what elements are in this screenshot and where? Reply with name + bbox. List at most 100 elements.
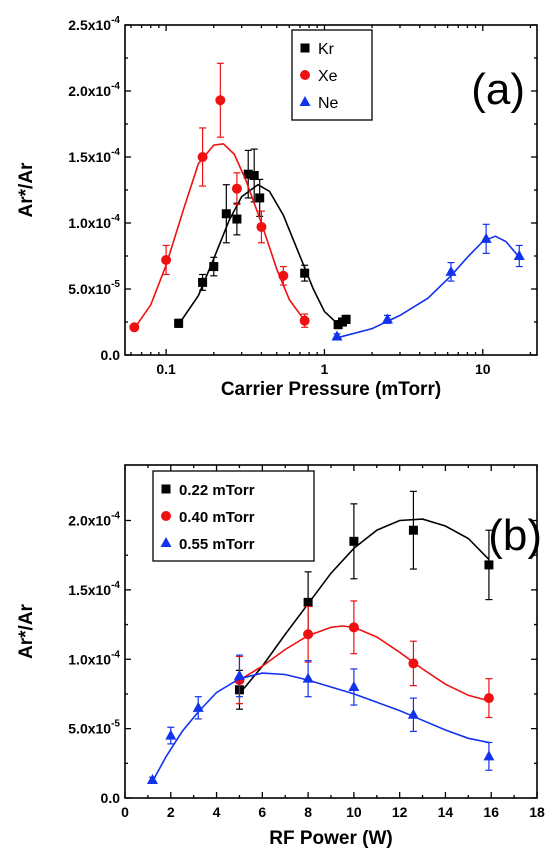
y-tick-label: 2.5x10-4 bbox=[68, 15, 120, 33]
legend-marker bbox=[160, 537, 172, 547]
data-point bbox=[408, 525, 418, 535]
x-tick-label: 14 bbox=[438, 804, 454, 820]
data-point bbox=[483, 750, 495, 761]
data-point bbox=[483, 693, 494, 704]
y-axis-label: Ar*/Ar bbox=[16, 162, 37, 218]
panel-a-chart: 0.1 1 10 0.0 5.0x10-5 1.0x10-4 1.5x10-4 2.0x10-… bbox=[16, 15, 538, 400]
x-axis-label: Carrier Pressure (mTorr) bbox=[221, 379, 441, 400]
data-point bbox=[165, 729, 177, 740]
data-point bbox=[348, 622, 359, 633]
series-xe bbox=[129, 62, 310, 333]
data-point bbox=[300, 268, 310, 278]
legend-label: Ne bbox=[318, 95, 339, 112]
fit-curve bbox=[336, 235, 520, 339]
y-tick-label: 1.5x10-4 bbox=[68, 147, 120, 165]
y-tick-label: 1.0x10-4 bbox=[68, 649, 120, 667]
data-point bbox=[146, 773, 158, 784]
x-tick-label: 1 bbox=[321, 361, 329, 377]
legend-label: 0.22 mTorr bbox=[179, 482, 255, 499]
x-tick-label: 0 bbox=[121, 804, 129, 820]
data-point bbox=[221, 209, 231, 219]
y-tick-label: 1.5x10-4 bbox=[68, 580, 120, 598]
panel-label: (b) bbox=[488, 511, 542, 560]
data-point bbox=[484, 560, 494, 570]
y-axis-label: Ar*/Ar bbox=[16, 603, 37, 659]
data-point bbox=[192, 701, 204, 712]
x-axis-label: RF Power (W) bbox=[269, 828, 393, 849]
x-tick-label: 4 bbox=[213, 804, 221, 820]
y-tick-label: 5.0x10-5 bbox=[68, 719, 120, 737]
series-kr bbox=[174, 148, 351, 330]
legend-label: 0.40 mTorr bbox=[179, 509, 255, 526]
data-point bbox=[243, 169, 253, 179]
fit-curve bbox=[238, 518, 490, 695]
legend: Kr Xe Ne bbox=[291, 29, 373, 121]
data-point bbox=[232, 214, 242, 224]
data-point bbox=[299, 315, 310, 326]
x-tick-label: 10 bbox=[475, 361, 491, 377]
x-tick-label: 12 bbox=[392, 804, 408, 820]
x-tick-label: 6 bbox=[258, 804, 266, 820]
x-tick-label: 8 bbox=[304, 804, 312, 820]
data-point bbox=[341, 314, 351, 324]
legend-marker bbox=[161, 511, 171, 521]
x-tick-label: 0.1 bbox=[156, 361, 176, 377]
data-point bbox=[197, 152, 208, 162]
data-point bbox=[256, 221, 267, 232]
x-tick-label: 10 bbox=[346, 804, 362, 820]
data-point bbox=[407, 708, 419, 719]
data-point bbox=[331, 330, 343, 341]
y-tick-label: 0.0 bbox=[101, 790, 121, 806]
data-point bbox=[129, 322, 140, 333]
fit-curve bbox=[151, 672, 490, 782]
series-layer bbox=[146, 490, 495, 784]
data-point bbox=[480, 232, 492, 243]
data-point bbox=[209, 262, 219, 272]
legend-marker bbox=[300, 43, 310, 53]
data-point bbox=[215, 95, 226, 106]
legend: 0.22 mTorr 0.40 mTorr 0.55 mTorr bbox=[152, 470, 315, 562]
data-point bbox=[348, 681, 360, 691]
panel-b-chart: 0 2 4 6 8 10 12 14 16 18 0.0 5.0x10-5 1.0x10-4 1.5x10… bbox=[16, 464, 545, 849]
data-point bbox=[161, 254, 172, 265]
y-tick-label: 1.0x10-4 bbox=[68, 213, 120, 231]
fit-curve bbox=[177, 183, 347, 326]
data-point bbox=[513, 250, 525, 260]
data-point bbox=[408, 658, 419, 669]
legend-box bbox=[152, 470, 315, 562]
data-point bbox=[249, 170, 259, 180]
x-tick-label: 16 bbox=[483, 804, 499, 820]
y-tick-label: 5.0x10-5 bbox=[68, 279, 120, 297]
legend-label: 0.55 mTorr bbox=[179, 536, 255, 553]
series-0-22-mtorr bbox=[234, 490, 494, 710]
data-point bbox=[233, 669, 245, 680]
fit-curve bbox=[133, 142, 306, 330]
data-point bbox=[349, 536, 359, 546]
legend-label: Kr bbox=[318, 41, 335, 58]
panel-label: (a) bbox=[471, 65, 525, 114]
legend-marker bbox=[300, 70, 310, 80]
legend-marker bbox=[299, 96, 311, 106]
series-ne bbox=[331, 223, 525, 341]
data-point bbox=[174, 318, 184, 328]
data-point bbox=[445, 265, 457, 276]
data-point bbox=[303, 597, 313, 607]
data-point bbox=[278, 270, 289, 281]
data-point bbox=[303, 629, 314, 640]
y-tick-label: 2.0x10-4 bbox=[68, 511, 120, 529]
data-point bbox=[381, 313, 393, 324]
series-0-55-mtorr bbox=[146, 654, 495, 784]
series-layer bbox=[129, 62, 525, 341]
x-tick-label: 2 bbox=[167, 804, 175, 820]
fit-curve bbox=[238, 625, 490, 702]
legend-marker bbox=[161, 484, 171, 494]
data-point bbox=[255, 193, 265, 203]
legend-label: Xe bbox=[318, 68, 338, 85]
data-point bbox=[231, 183, 242, 194]
x-tick-label: 18 bbox=[529, 804, 545, 820]
y-tick-label: 0.0 bbox=[101, 347, 121, 363]
data-point bbox=[302, 672, 314, 683]
data-point bbox=[198, 277, 208, 287]
series-0-40-mtorr bbox=[234, 600, 494, 719]
